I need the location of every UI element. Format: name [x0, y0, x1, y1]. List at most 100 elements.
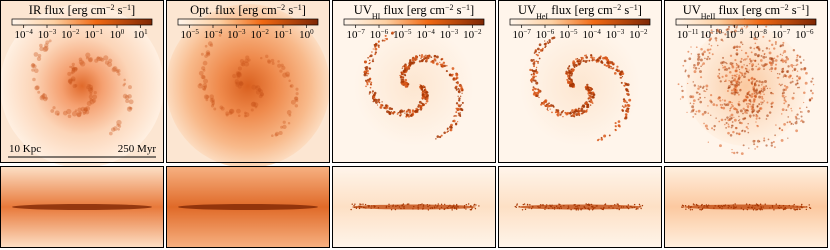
speckle: [768, 48, 771, 50]
speckle: [756, 89, 759, 92]
speckle: [282, 72, 288, 78]
speckle: [448, 73, 452, 77]
speckle: [621, 109, 625, 113]
speckle: [694, 113, 696, 115]
speckle: [722, 67, 724, 69]
speckle: [381, 39, 384, 42]
speckle: [380, 103, 383, 107]
speckle: [532, 64, 536, 68]
speckle: [433, 207, 436, 209]
speckle: [452, 205, 455, 208]
title-part: ]: [638, 3, 642, 17]
panel-frame: [332, 0, 496, 163]
speckle: [780, 138, 784, 142]
speckle: [532, 205, 534, 208]
speckle: [781, 93, 784, 95]
speckle: [535, 75, 537, 78]
speckle: [590, 203, 593, 206]
speckle: [521, 209, 524, 211]
speckle: [365, 207, 367, 209]
speckle: [566, 73, 568, 75]
speckle: [205, 51, 211, 57]
speckle: [383, 39, 386, 42]
speckle: [689, 95, 693, 99]
speckle: [760, 208, 762, 210]
speckle: [538, 43, 542, 47]
speckle: [377, 44, 380, 47]
speckle: [783, 96, 786, 99]
speckle: [677, 83, 680, 86]
title-part: s: [621, 3, 629, 17]
speckle: [67, 71, 72, 76]
speckle: [735, 52, 739, 56]
speckle: [724, 33, 727, 36]
speckle: [373, 205, 375, 207]
tick-exp: −3: [617, 28, 625, 36]
speckle: [365, 85, 367, 88]
speckle: [727, 207, 729, 209]
speckle: [719, 99, 722, 102]
speckle: [752, 103, 755, 106]
title-part: ]: [302, 3, 306, 17]
speckle: [202, 60, 208, 66]
tick-base: 10: [299, 29, 311, 41]
speckle: [758, 140, 761, 143]
tick-base: 10: [204, 29, 216, 41]
speckle: [470, 205, 472, 208]
tick-label: 100: [299, 28, 314, 41]
speckle: [364, 203, 367, 206]
speckle: [774, 146, 776, 149]
speckle: [237, 71, 241, 75]
speckle: [403, 207, 405, 209]
scale-time: 250 Myr: [118, 143, 157, 155]
speckle: [98, 56, 103, 62]
speckle: [423, 94, 426, 97]
speckle: [742, 117, 745, 121]
speckle: [542, 204, 544, 206]
speckle: [614, 204, 616, 206]
speckle: [363, 73, 367, 77]
speckle: [425, 97, 429, 101]
speckle: [688, 76, 690, 79]
speckle: [247, 58, 251, 62]
speckle: [704, 90, 707, 93]
speckle: [727, 25, 731, 29]
speckle: [425, 54, 427, 57]
speckle: [371, 59, 375, 63]
speckle: [730, 106, 733, 109]
speckle: [202, 83, 207, 88]
speckle: [610, 66, 613, 68]
speckle: [612, 63, 615, 66]
speckle: [720, 106, 723, 109]
speckle: [771, 206, 774, 208]
speckle: [358, 207, 361, 210]
speckle: [443, 64, 446, 68]
tick-base: 10: [629, 29, 641, 41]
speckle: [238, 81, 244, 86]
speckle: [585, 203, 587, 205]
speckle: [108, 58, 113, 63]
tick-base: 10: [61, 29, 73, 41]
speckle: [377, 46, 380, 49]
speckle: [422, 207, 424, 209]
speckle: [693, 64, 696, 67]
speckle: [752, 209, 755, 211]
speckle: [798, 118, 800, 120]
speckle: [740, 152, 744, 156]
speckle: [695, 110, 698, 113]
speckle: [740, 121, 743, 125]
speckle: [752, 109, 756, 112]
speckle: [610, 61, 614, 64]
speckle: [800, 115, 803, 118]
speckle: [699, 70, 702, 74]
speckle: [420, 57, 422, 60]
speckle: [759, 107, 763, 110]
speckle: [695, 46, 698, 49]
speckle: [556, 113, 560, 117]
speckle: [295, 98, 299, 103]
speckle: [71, 67, 76, 71]
speckle: [48, 39, 52, 43]
tick-label: 100: [110, 28, 125, 41]
speckle: [794, 121, 798, 125]
speckle: [36, 56, 42, 61]
